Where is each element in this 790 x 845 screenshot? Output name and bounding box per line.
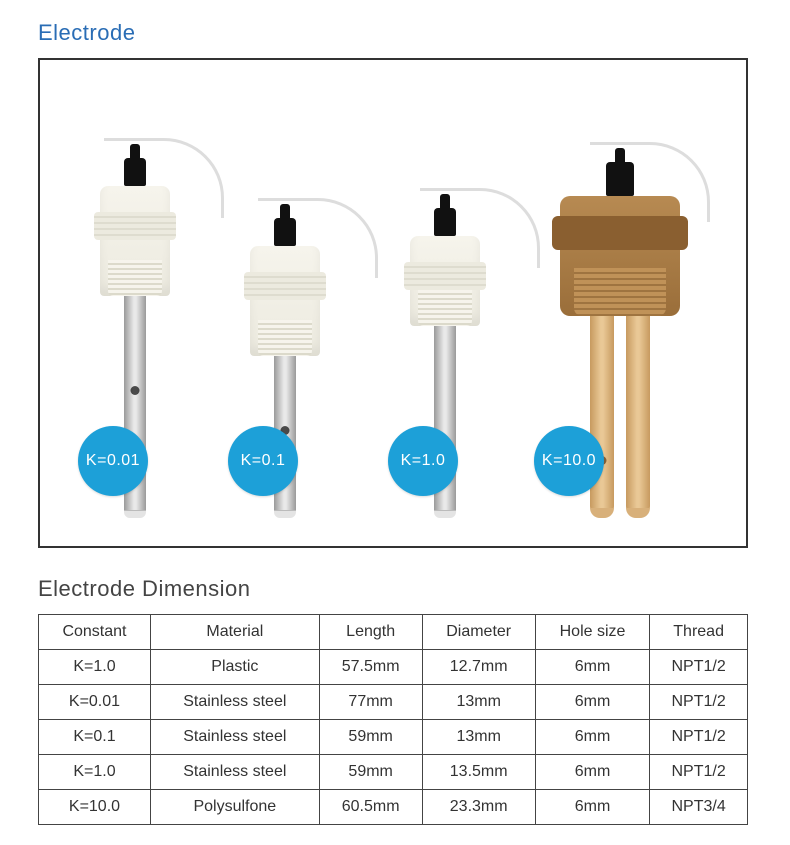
col-diameter: Diameter	[422, 615, 535, 650]
table-row: K=0.01Stainless steel77mm13mm6mmNPT1/2	[39, 685, 748, 720]
table-cell: Stainless steel	[150, 755, 319, 790]
table-cell: K=0.01	[39, 685, 151, 720]
table-cell: 6mm	[535, 720, 650, 755]
table-cell: 77mm	[319, 685, 422, 720]
table-cell: 6mm	[535, 790, 650, 825]
table-cell: 6mm	[535, 755, 650, 790]
dimension-table: Constant Material Length Diameter Hole s…	[38, 614, 748, 825]
table-cell: K=1.0	[39, 755, 151, 790]
table-cell: 12.7mm	[422, 650, 535, 685]
table-cell: NPT3/4	[650, 790, 748, 825]
col-holesize: Hole size	[535, 615, 650, 650]
table-cell: 59mm	[319, 720, 422, 755]
col-material: Material	[150, 615, 319, 650]
table-cell: Stainless steel	[150, 720, 319, 755]
table-cell: Polysulfone	[150, 790, 319, 825]
badge-k001: K=0.01	[78, 426, 148, 496]
dimension-title: Electrode Dimension	[38, 576, 752, 602]
table-row: K=1.0Plastic57.5mm12.7mm6mmNPT1/2	[39, 650, 748, 685]
table-cell: K=10.0	[39, 790, 151, 825]
electrode-title: Electrode	[38, 20, 752, 46]
table-cell: K=0.1	[39, 720, 151, 755]
table-cell: 60.5mm	[319, 790, 422, 825]
table-cell: 59mm	[319, 755, 422, 790]
table-cell: 6mm	[535, 685, 650, 720]
col-thread: Thread	[650, 615, 748, 650]
table-cell: 23.3mm	[422, 790, 535, 825]
table-cell: Plastic	[150, 650, 319, 685]
badge-k100: K=10.0	[534, 426, 604, 496]
table-row: K=0.1Stainless steel59mm13mm6mmNPT1/2	[39, 720, 748, 755]
col-constant: Constant	[39, 615, 151, 650]
table-cell: 57.5mm	[319, 650, 422, 685]
table-row: K=10.0Polysulfone60.5mm23.3mm6mmNPT3/4	[39, 790, 748, 825]
table-header-row: Constant Material Length Diameter Hole s…	[39, 615, 748, 650]
col-length: Length	[319, 615, 422, 650]
table-cell: 6mm	[535, 650, 650, 685]
table-cell: K=1.0	[39, 650, 151, 685]
table-cell: 13mm	[422, 685, 535, 720]
badge-k10: K=1.0	[388, 426, 458, 496]
table-cell: NPT1/2	[650, 755, 748, 790]
electrode-image-frame: K=0.01 K=0.1 K=1.0 K=10.0	[38, 58, 748, 548]
badge-k01: K=0.1	[228, 426, 298, 496]
table-cell: 13mm	[422, 720, 535, 755]
table-cell: 13.5mm	[422, 755, 535, 790]
table-cell: NPT1/2	[650, 720, 748, 755]
table-cell: NPT1/2	[650, 685, 748, 720]
table-row: K=1.0Stainless steel59mm13.5mm6mmNPT1/2	[39, 755, 748, 790]
table-cell: Stainless steel	[150, 685, 319, 720]
table-cell: NPT1/2	[650, 650, 748, 685]
